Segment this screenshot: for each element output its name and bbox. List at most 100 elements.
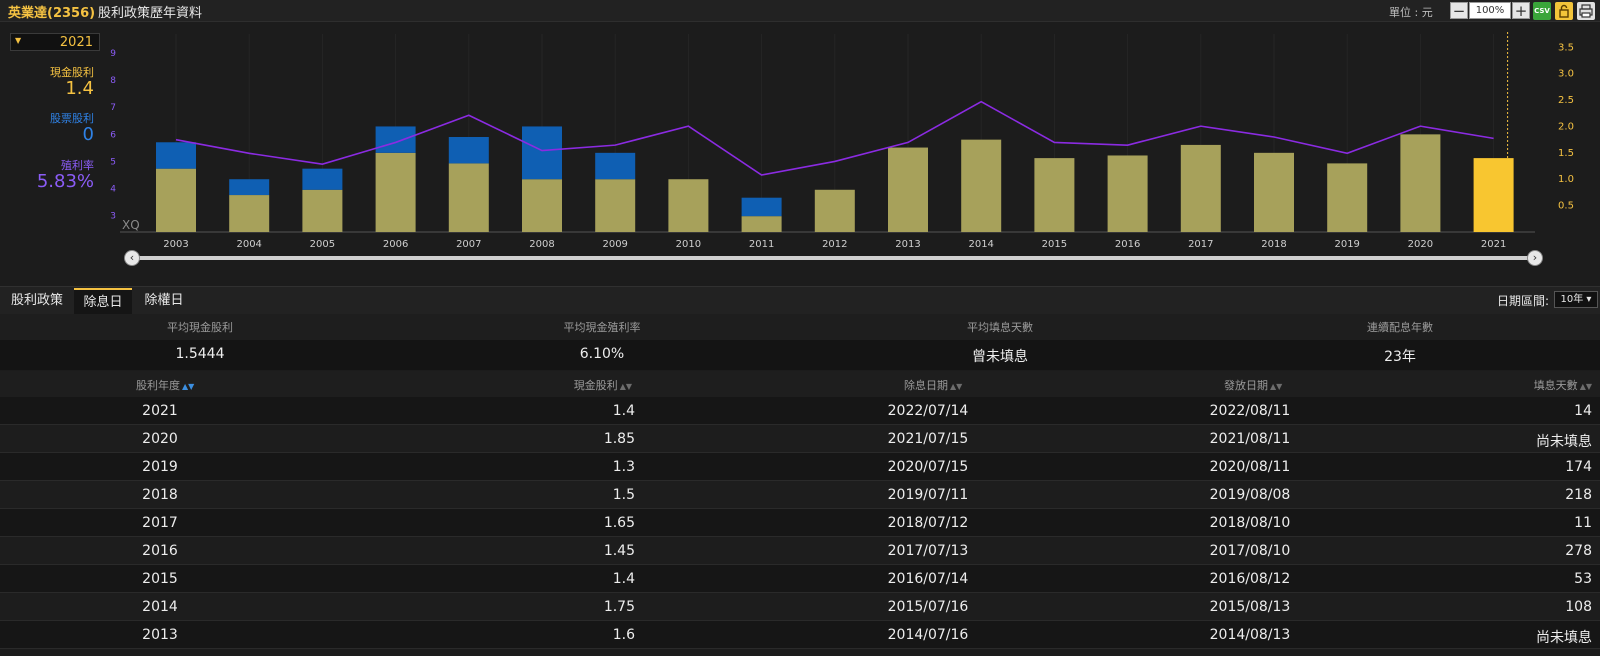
table-row[interactable]: 2021 1.4 2022/07/14 2022/08/11 14 (0, 397, 1600, 425)
cash-bar-2018 (1254, 152, 1294, 232)
stock-bar-2008 (522, 126, 562, 180)
cash-bar-2021 (1473, 158, 1514, 232)
zoom-value[interactable]: 100% (1469, 2, 1511, 19)
dropdown-caret-icon: ▼ (15, 36, 22, 45)
cell-fill-days: 尚未填息 (1536, 434, 1592, 450)
cell-cash: 1.6 (612, 627, 635, 643)
cell-fill-days: 278 (1565, 543, 1592, 559)
table-header: 股利年度 ▲▼ 現金股利 ▲▼ 除息日期 ▲▼ 發放日期 ▲▼ 填息天數 ▲▼ (0, 371, 1600, 397)
cell-year: 2020 (142, 431, 178, 447)
x-tick-label-2018: 2018 (1261, 239, 1286, 250)
column-header-pay-date[interactable]: 發放日期 ▲▼ (1224, 379, 1283, 392)
x-tick-label-2012: 2012 (822, 239, 847, 250)
summary-values: 1.5444 6.10% 曾未填息 23年 (0, 340, 1600, 370)
left-axis-tick: 9 (110, 49, 116, 59)
x-tick-label-2009: 2009 (602, 239, 627, 250)
zoom-out-button[interactable]: − (1450, 2, 1468, 19)
stock-bar-2007 (448, 137, 489, 164)
cash-bar-2004 (229, 195, 270, 232)
column-header-ex-date[interactable]: 除息日期 ▲▼ (904, 379, 963, 392)
x-tick-label-2014: 2014 (968, 239, 993, 250)
cash-bar-2013 (888, 147, 928, 232)
year-select[interactable]: ▼ 2021 (10, 33, 100, 51)
cell-year: 2017 (142, 515, 178, 531)
cell-year: 2014 (142, 599, 178, 615)
lock-icon[interactable] (1555, 2, 1573, 20)
chart-bars (156, 126, 1514, 232)
cell-cash: 1.75 (603, 599, 635, 615)
cash-bar-2007 (448, 163, 489, 232)
tab-dividend-policy[interactable]: 股利政策 (10, 293, 63, 308)
sort-icon[interactable]: ▲▼ (619, 382, 632, 391)
sort-icon[interactable]: ▲▼ (1579, 382, 1592, 391)
stock-bar-2003 (156, 142, 196, 169)
table-row[interactable]: 2013 1.6 2014/07/16 2014/08/13 尚未填息 (0, 621, 1600, 649)
yield-label: 殖利率 (61, 159, 94, 172)
sort-icon[interactable]: ▲▼ (182, 382, 195, 391)
range-slider-track[interactable] (132, 256, 1534, 260)
scroll-right-icon[interactable]: › (1527, 250, 1543, 266)
cell-cash: 1.3 (612, 459, 635, 475)
summary-header-avg-yield: 平均現金殖利率 (563, 321, 641, 334)
x-tick-label-2019: 2019 (1334, 239, 1359, 250)
tab-ex-rights-date[interactable]: 除權日 (144, 293, 184, 308)
csv-export-button[interactable]: CSV (1533, 2, 1551, 20)
cash-dividend-value: 1.4 (65, 78, 94, 99)
cell-ex-date: 2014/07/16 (887, 627, 969, 643)
cash-bar-2008 (522, 179, 562, 232)
right-axis-tick: 3.5 (1558, 42, 1574, 53)
yield-value: 5.83% (36, 171, 94, 192)
cell-cash: 1.4 (612, 571, 635, 587)
cell-fill-days: 174 (1565, 459, 1592, 475)
date-range-select[interactable]: 10年 ▾ (1554, 291, 1598, 308)
xq-watermark: XQ (122, 218, 140, 232)
cell-pay-date: 2014/08/13 (1209, 627, 1291, 643)
x-tick-label-2004: 2004 (236, 239, 261, 250)
sort-icon[interactable]: ▲▼ (1270, 382, 1283, 391)
scroll-left-icon[interactable]: ‹ (124, 250, 140, 266)
cash-bar-2015 (1034, 158, 1075, 232)
cell-cash: 1.4 (612, 403, 635, 419)
tab-ex-dividend-date[interactable]: 除息日 (74, 288, 132, 314)
left-axis-tick: 3 (110, 212, 116, 222)
summary-avg-fill-days: 曾未填息 (972, 349, 1028, 365)
cell-fill-days: 14 (1574, 403, 1592, 419)
zoom-in-button[interactable]: + (1512, 2, 1530, 19)
column-header-year[interactable]: 股利年度 ▲▼ (136, 379, 195, 392)
cash-bar-2011 (741, 216, 782, 232)
right-axis-tick: 0.5 (1558, 201, 1574, 212)
cash-bar-2003 (156, 168, 196, 232)
column-header-fill-days[interactable]: 填息天數 ▲▼ (1533, 379, 1592, 392)
table-row[interactable]: 2016 1.45 2017/07/13 2017/08/10 278 (0, 537, 1600, 565)
table-row[interactable]: 2014 1.75 2015/07/16 2015/08/13 108 (0, 593, 1600, 621)
table-row[interactable]: 2015 1.4 2016/07/14 2016/08/12 53 (0, 565, 1600, 593)
sort-icon[interactable]: ▲▼ (950, 382, 963, 391)
cell-cash: 1.5 (612, 487, 635, 503)
cell-pay-date: 2019/08/08 (1209, 487, 1291, 503)
stock-bar-2005 (302, 168, 343, 190)
table-row[interactable]: 2020 1.85 2021/07/15 2021/08/11 尚未填息 (0, 425, 1600, 453)
dividend-chart[interactable]: 2003 2004 2005 2006 2007 2008 2009 2010 2011 2012… (0, 22, 1600, 250)
print-icon[interactable] (1577, 2, 1595, 20)
cash-bar-2009 (595, 179, 636, 232)
stock-bar-2006 (375, 126, 416, 153)
x-tick-label-2021: 2021 (1481, 239, 1506, 250)
left-axis-tick: 8 (110, 76, 116, 86)
x-tick-label-2010: 2010 (676, 239, 701, 250)
stock-bar-2009 (595, 152, 636, 180)
cell-fill-days: 11 (1574, 515, 1592, 531)
cell-fill-days: 尚未填息 (1536, 630, 1592, 646)
table-row[interactable]: 2018 1.5 2019/07/11 2019/08/08 218 (0, 481, 1600, 509)
page-title: 股利政策歷年資料 (98, 6, 203, 21)
cell-cash: 1.85 (603, 431, 635, 447)
cash-bar-2014 (961, 139, 1002, 232)
left-axis-tick: 4 (110, 185, 116, 195)
cell-year: 2013 (142, 627, 178, 643)
cell-pay-date: 2021/08/11 (1209, 431, 1291, 447)
column-header-cash[interactable]: 現金股利 ▲▼ (573, 379, 632, 392)
table-row[interactable]: 2017 1.65 2018/07/12 2018/08/10 11 (0, 509, 1600, 537)
cell-ex-date: 2016/07/14 (887, 571, 969, 587)
cell-ex-date: 2020/07/15 (887, 459, 969, 475)
stock-dividend-label: 股票股利 (50, 112, 94, 125)
table-row[interactable]: 2019 1.3 2020/07/15 2020/08/11 174 (0, 453, 1600, 481)
